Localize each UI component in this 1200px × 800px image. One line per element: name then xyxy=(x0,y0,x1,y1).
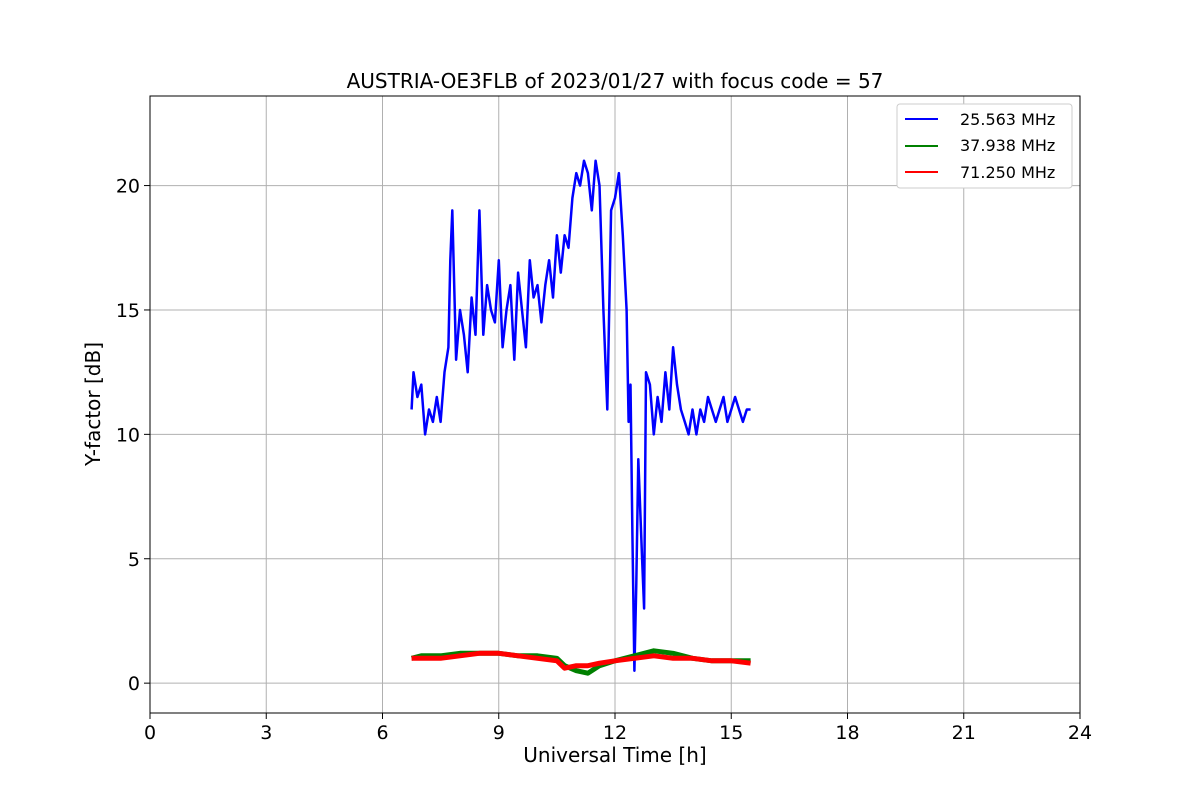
x-tick-label: 24 xyxy=(1068,722,1092,744)
series-layer xyxy=(410,159,751,676)
x-axis-label: Universal Time [h] xyxy=(523,743,706,767)
y-axis-label: Y-factor [dB] xyxy=(81,342,105,467)
series-line-25563 xyxy=(410,159,751,672)
legend-label-71250: 71.250 MHz xyxy=(960,163,1055,182)
x-tick-label: 0 xyxy=(144,722,156,744)
x-tick-label: 6 xyxy=(376,722,388,744)
x-tick-label: 21 xyxy=(952,722,976,744)
y-tick-label: 5 xyxy=(128,549,140,571)
y-tick-label: 0 xyxy=(128,673,140,695)
x-tick-label: 15 xyxy=(719,722,743,744)
legend-label-25563: 25.563 MHz xyxy=(960,110,1055,129)
x-tick-label: 9 xyxy=(493,722,505,744)
legend: 25.563 MHz 37.938 MHz 71.250 MHz xyxy=(896,103,1073,189)
legend-label-37938: 37.938 MHz xyxy=(960,136,1055,155)
y-tick-label: 15 xyxy=(116,300,140,322)
axis-ticks: 0 3 6 9 12 15 18 21 24 0 5 10 15 20 xyxy=(116,176,1092,744)
x-tick-label: 3 xyxy=(260,722,272,744)
y-tick-label: 20 xyxy=(116,176,140,198)
series-line-71250 xyxy=(411,650,751,671)
y-tick-label: 10 xyxy=(116,424,140,446)
chart-title: AUSTRIA-OE3FLB of 2023/01/27 with focus … xyxy=(347,69,884,93)
x-tick-label: 18 xyxy=(835,722,859,744)
legend-box xyxy=(896,103,1073,189)
x-tick-label: 12 xyxy=(603,722,627,744)
